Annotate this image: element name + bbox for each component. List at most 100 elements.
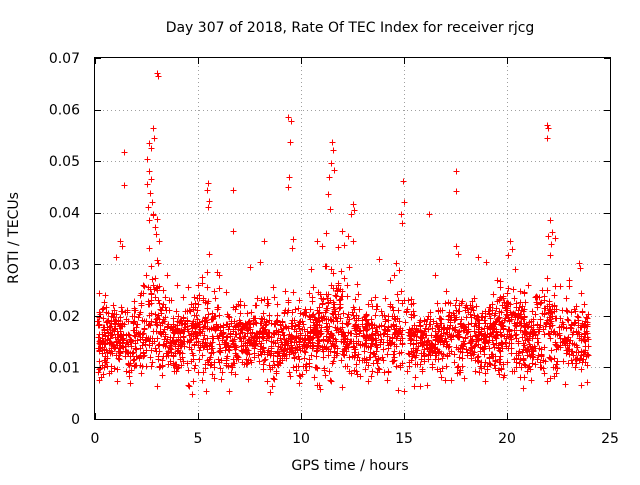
- data-point: [205, 180, 212, 187]
- data-point: [111, 326, 118, 333]
- data-point: [99, 306, 106, 313]
- data-point: [419, 334, 426, 341]
- data-point: [368, 335, 375, 342]
- data-point: [562, 381, 569, 388]
- data-point: [567, 337, 574, 344]
- data-point: [380, 346, 387, 353]
- data-point: [319, 243, 326, 250]
- data-point: [377, 331, 384, 338]
- data-point: [393, 260, 400, 267]
- data-point: [339, 288, 346, 295]
- data-point: [406, 363, 413, 370]
- data-point: [372, 341, 379, 348]
- data-point: [114, 334, 121, 341]
- data-point: [222, 347, 229, 354]
- data-point: [151, 135, 158, 142]
- data-point: [537, 316, 544, 323]
- data-point: [339, 228, 346, 235]
- data-point: [554, 331, 561, 338]
- data-point: [241, 302, 248, 309]
- data-point: [518, 307, 525, 314]
- data-point: [477, 363, 484, 370]
- data-point: [566, 277, 573, 284]
- data-point: [494, 277, 501, 284]
- data-point: [271, 331, 278, 338]
- data-point: [252, 333, 259, 340]
- data-point: [481, 317, 488, 324]
- data-point: [158, 310, 165, 317]
- data-point: [442, 377, 449, 384]
- data-point: [307, 306, 314, 313]
- data-point: [568, 309, 575, 316]
- data-point: [444, 352, 451, 359]
- data-point: [190, 378, 197, 385]
- data-point: [577, 355, 584, 362]
- data-point: [559, 307, 566, 314]
- data-point: [146, 321, 153, 328]
- data-point: [369, 340, 376, 347]
- data-point: [575, 349, 582, 356]
- data-point: [216, 348, 223, 355]
- data-point: [195, 282, 202, 289]
- data-point: [390, 351, 397, 358]
- data-point: [174, 348, 181, 355]
- data-point: [434, 300, 441, 307]
- data-point: [390, 321, 397, 328]
- data-point: [372, 294, 379, 301]
- data-point: [499, 302, 506, 309]
- data-point: [339, 331, 346, 338]
- data-point: [218, 376, 225, 383]
- data-point: [335, 329, 342, 336]
- data-point: [429, 342, 436, 349]
- data-point: [134, 321, 141, 328]
- data-point: [396, 267, 403, 274]
- data-point: [361, 333, 368, 340]
- data-point: [341, 275, 348, 282]
- data-point: [409, 325, 416, 332]
- data-point: [316, 304, 323, 311]
- data-point: [350, 201, 357, 208]
- data-point: [286, 369, 293, 376]
- data-point: [184, 317, 191, 324]
- data-point: [129, 313, 136, 320]
- data-point: [133, 362, 140, 369]
- data-point: [131, 332, 138, 339]
- data-point: [397, 337, 404, 344]
- data-point: [295, 353, 302, 360]
- data-points: [94, 70, 592, 398]
- data-point: [374, 369, 381, 376]
- data-point: [148, 310, 155, 317]
- data-point: [394, 291, 401, 298]
- data-point: [470, 307, 477, 314]
- data-point: [511, 295, 518, 302]
- data-point: [154, 216, 161, 223]
- data-point: [551, 355, 558, 362]
- data-point: [335, 311, 342, 318]
- data-point: [196, 356, 203, 363]
- data-point: [496, 308, 503, 315]
- data-point: [363, 357, 370, 364]
- data-point: [150, 328, 157, 335]
- data-point: [216, 285, 223, 292]
- data-point: [102, 292, 109, 299]
- data-point: [434, 366, 441, 373]
- data-point: [331, 349, 338, 356]
- data-point: [447, 334, 454, 341]
- data-point: [325, 291, 332, 298]
- data-point: [216, 312, 223, 319]
- data-point: [217, 365, 224, 372]
- data-point: [443, 343, 450, 350]
- data-point: [528, 348, 535, 355]
- x-tick-label: 20: [498, 431, 516, 447]
- data-point: [338, 293, 345, 300]
- data-point: [551, 373, 558, 380]
- data-point: [306, 363, 313, 370]
- data-point: [468, 337, 475, 344]
- data-point: [191, 365, 198, 372]
- data-point: [495, 342, 502, 349]
- data-point: [393, 335, 400, 342]
- data-point: [149, 340, 156, 347]
- data-point: [227, 331, 234, 338]
- data-point: [123, 368, 130, 375]
- data-point: [184, 326, 191, 333]
